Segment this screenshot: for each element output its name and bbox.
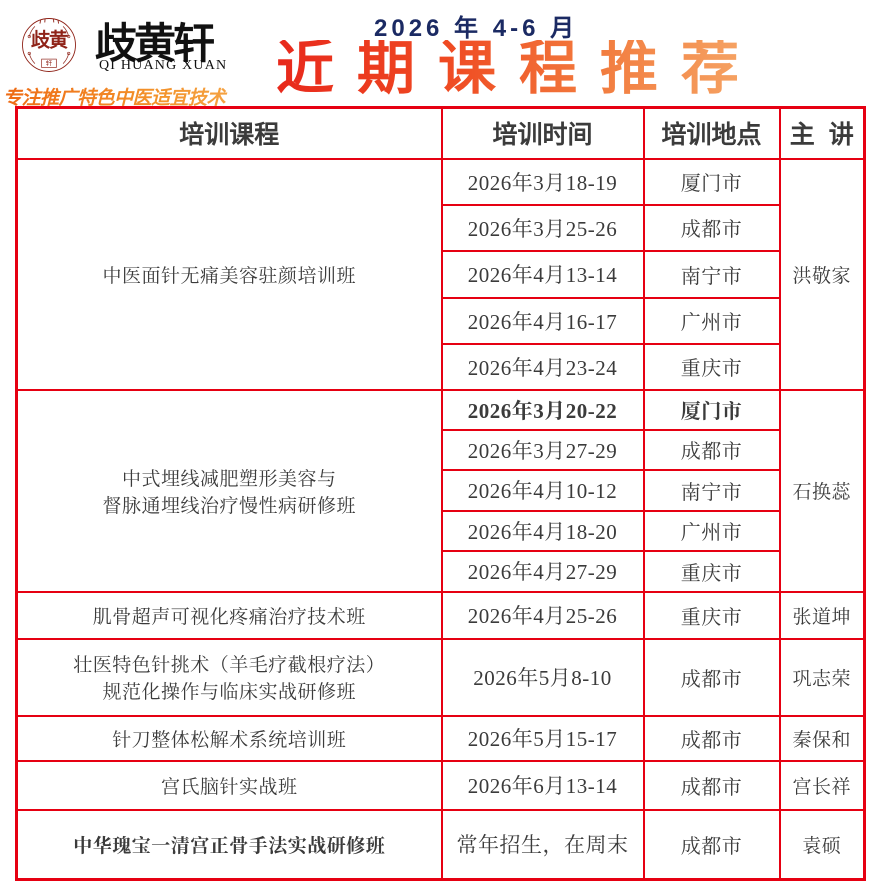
svg-text:轩: 轩 (46, 60, 52, 68)
svg-text:歧黄: 歧黄 (31, 29, 68, 52)
